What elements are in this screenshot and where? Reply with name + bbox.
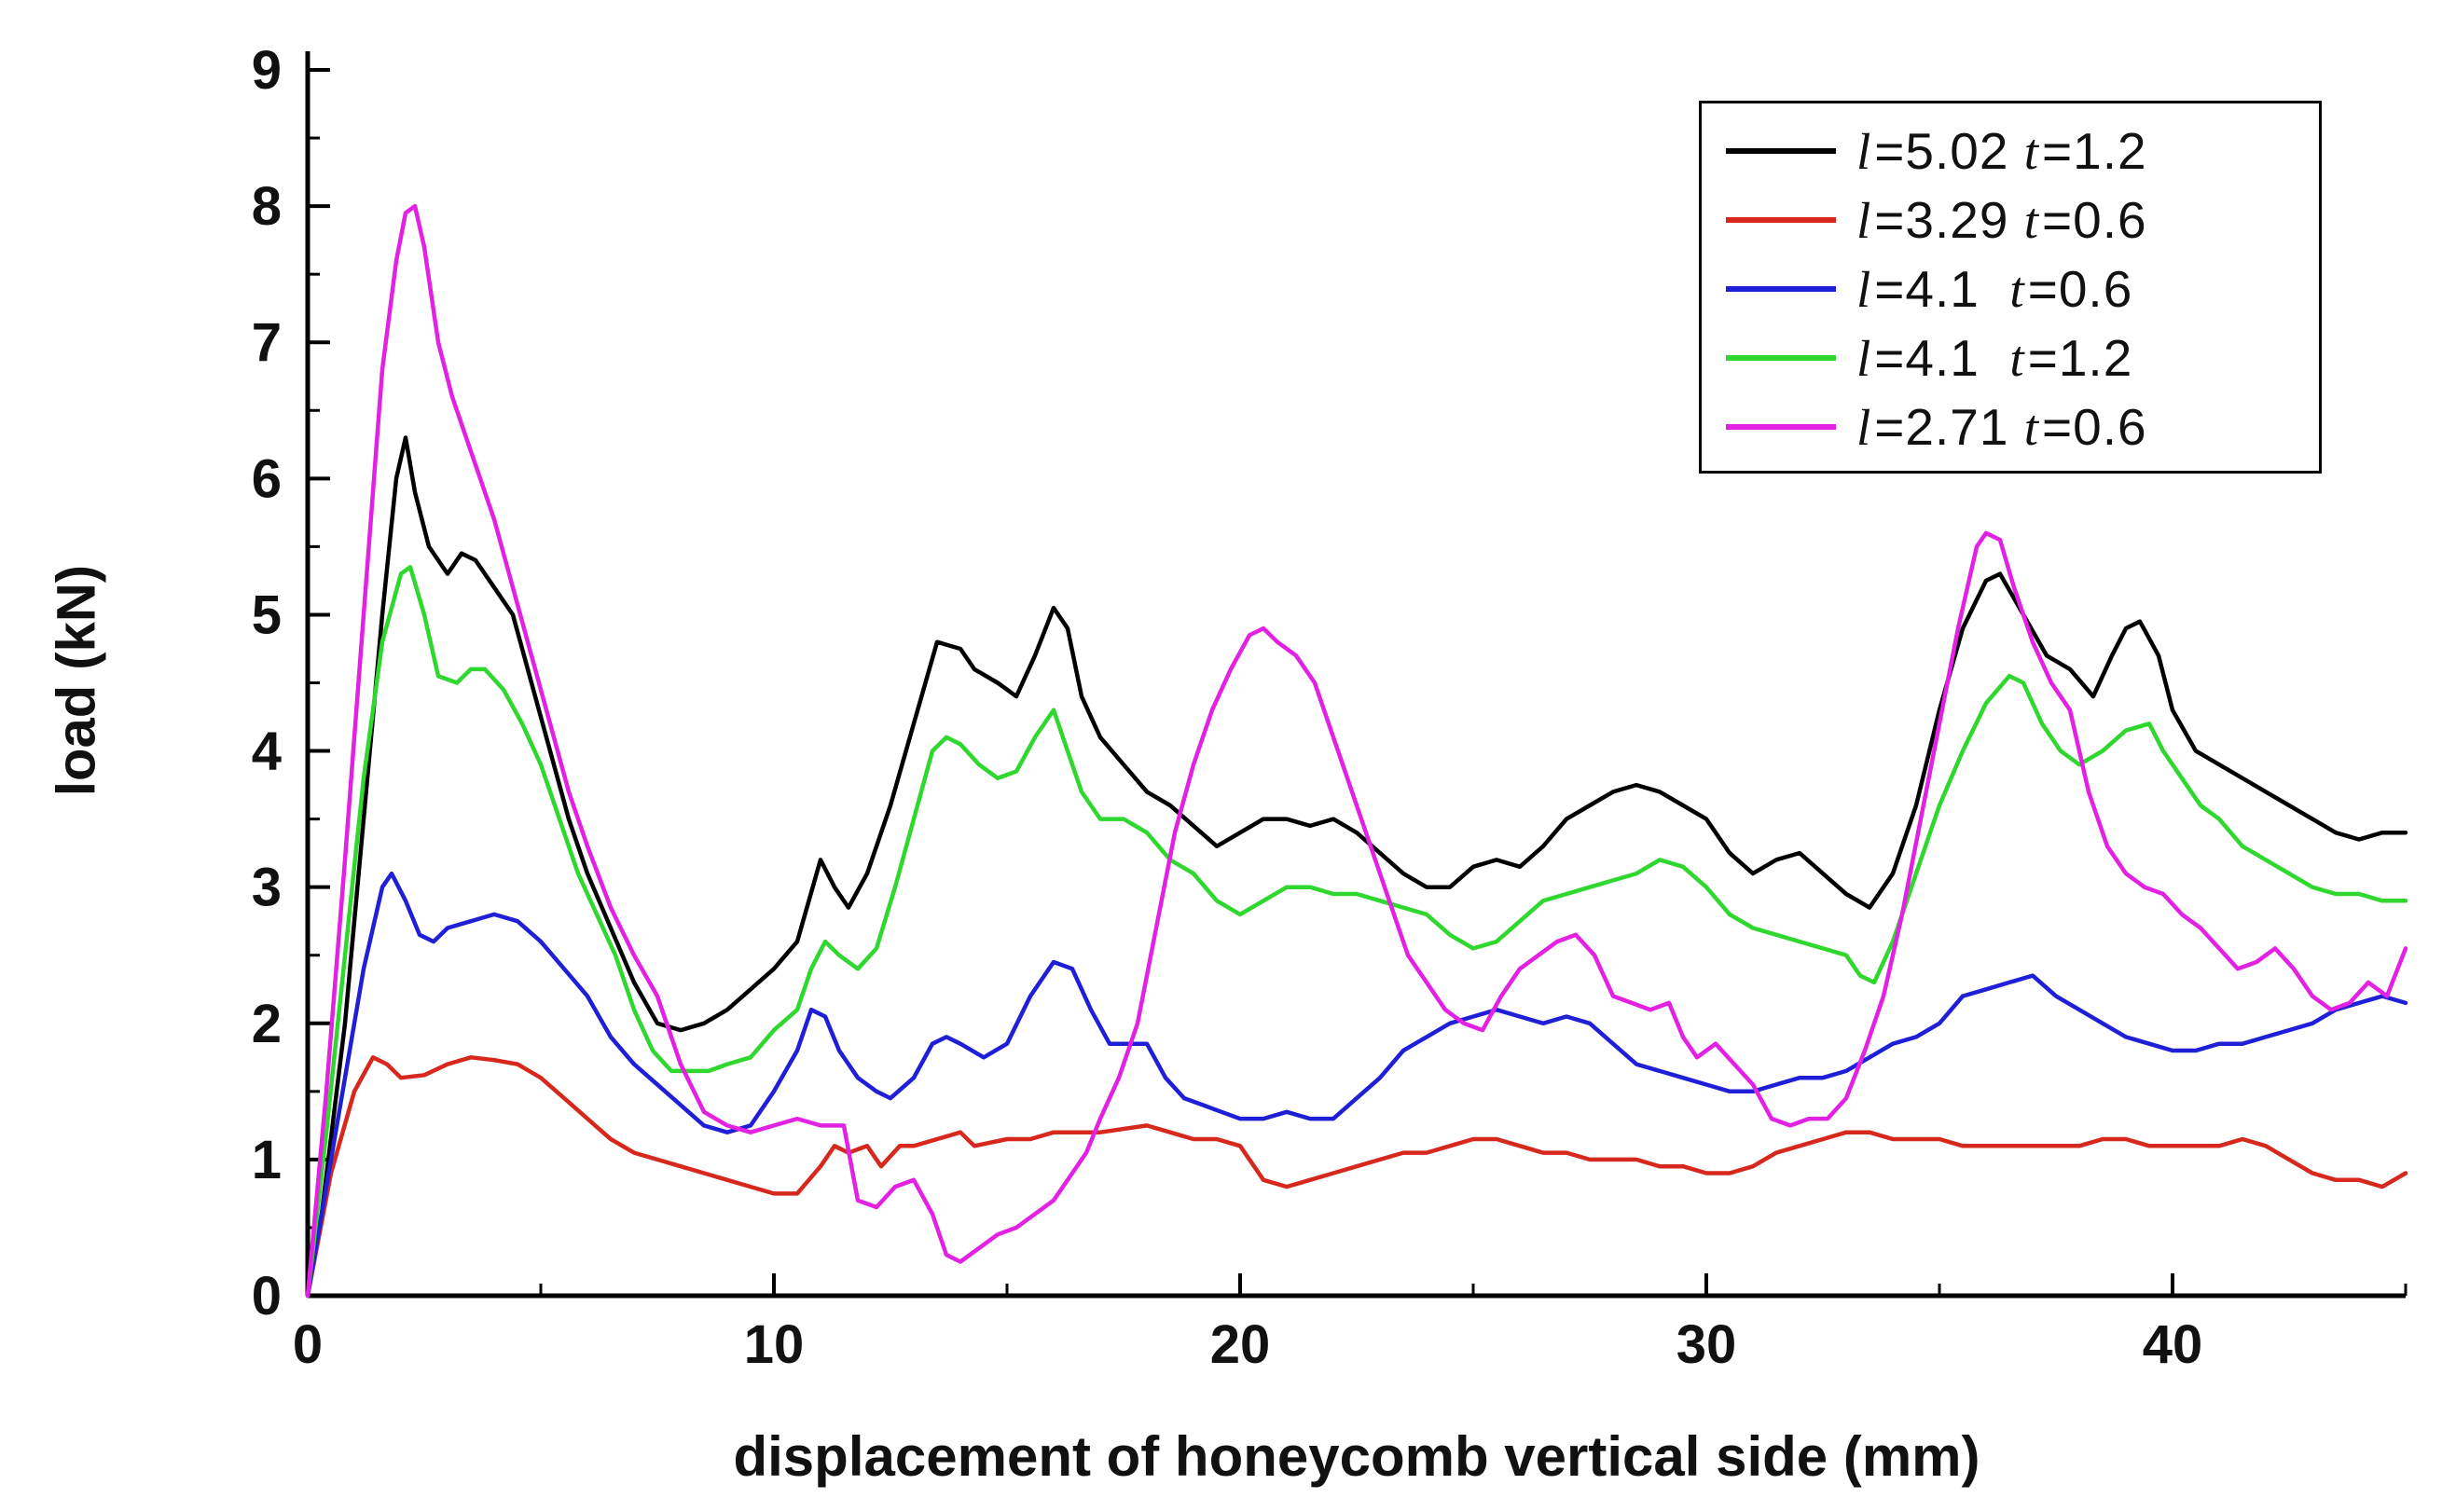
legend-label: l=4.1 t=0.6 xyxy=(1856,260,2133,318)
legend-line-sample xyxy=(1726,355,1836,361)
series-line-1 xyxy=(305,1055,2408,1299)
y-tick-label: 0 xyxy=(252,1266,282,1326)
y-tick-label: 3 xyxy=(252,858,282,918)
legend-item: l=5.02 t=1.2 xyxy=(1702,117,2319,186)
series-line-4 xyxy=(305,203,2408,1299)
y-tick-label: 5 xyxy=(252,584,282,645)
legend-line-sample xyxy=(1726,286,1836,292)
legend-item: l=4.1 t=0.6 xyxy=(1702,254,2319,323)
y-tick-label: 7 xyxy=(252,312,282,373)
series-line-2 xyxy=(305,871,2408,1299)
x-tick-label: 20 xyxy=(1210,1314,1271,1375)
x-axis-title: displacement of honeycomb vertical side … xyxy=(733,1425,1980,1488)
series-line-3 xyxy=(305,565,2408,1299)
legend-line-sample xyxy=(1726,148,1836,154)
legend-line-sample xyxy=(1726,424,1836,430)
legend-label: l=4.1 t=1.2 xyxy=(1856,329,2133,387)
y-tick-label: 1 xyxy=(252,1130,282,1190)
y-tick-label: 4 xyxy=(252,722,282,782)
y-tick-label: 8 xyxy=(252,176,282,237)
series-line-0 xyxy=(305,435,2408,1299)
legend-item: l=2.71 t=0.6 xyxy=(1702,392,2319,461)
x-tick-label: 10 xyxy=(744,1314,805,1375)
legend-line-sample xyxy=(1726,217,1836,223)
y-tick-label: 9 xyxy=(252,40,282,101)
legend-label: l=5.02 t=1.2 xyxy=(1856,122,2147,180)
legend-label: l=2.71 t=0.6 xyxy=(1856,398,2147,456)
legend-item: l=4.1 t=1.2 xyxy=(1702,323,2319,392)
y-axis-title: load (kN) xyxy=(46,564,107,797)
y-tick-label: 6 xyxy=(252,448,282,509)
y-tick-label: 2 xyxy=(252,994,282,1054)
legend-item: l=3.29 t=0.6 xyxy=(1702,186,2319,254)
x-tick-label: 30 xyxy=(1676,1314,1737,1375)
legend: l=5.02 t=1.2 l=3.29 t=0.6 l=4.1 t=0.6 l=4.1… xyxy=(1699,101,2322,474)
legend-label: l=3.29 t=0.6 xyxy=(1856,191,2147,249)
x-tick-label: 0 xyxy=(293,1314,323,1375)
x-tick-label: 40 xyxy=(2143,1314,2203,1375)
